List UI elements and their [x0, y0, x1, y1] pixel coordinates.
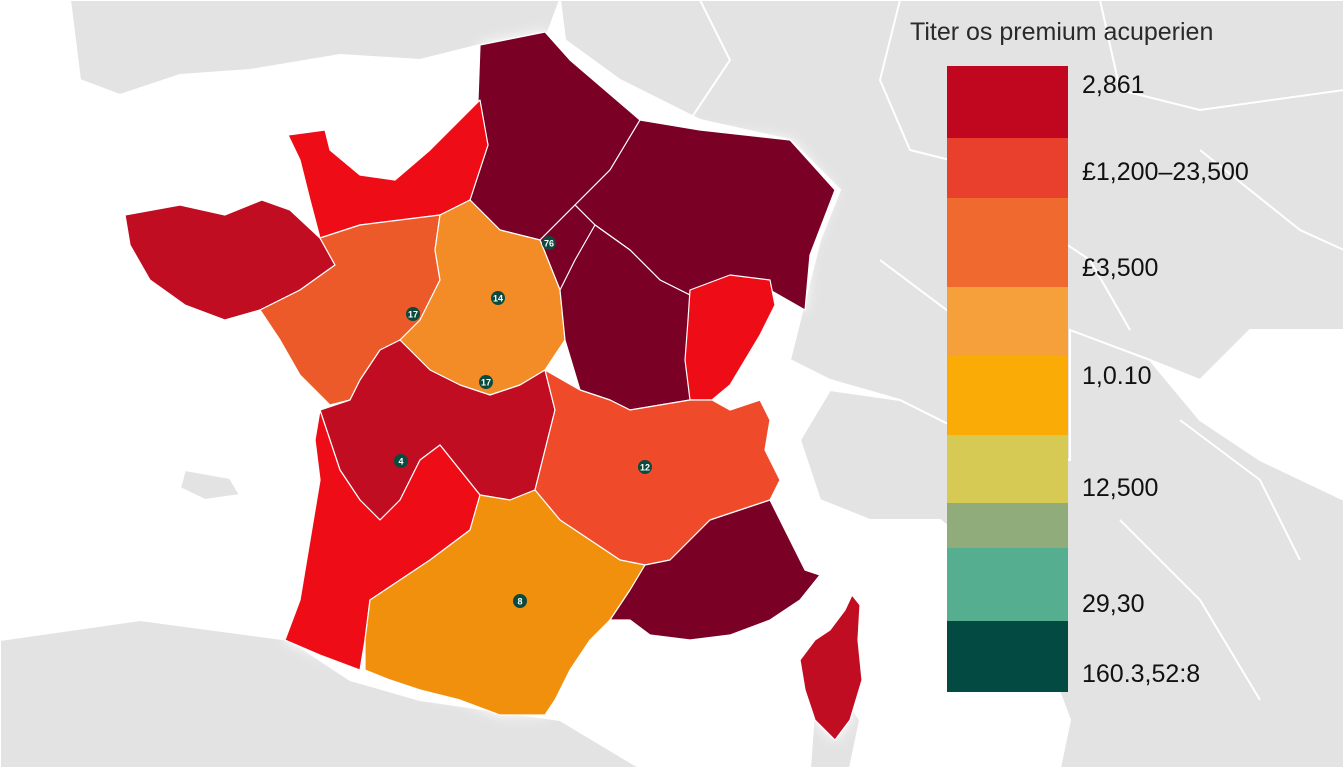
legend-swatch	[947, 287, 1068, 356]
marker-label: 76	[544, 239, 554, 249]
map-marker[interactable]: 12	[638, 460, 652, 474]
marker-label: 17	[408, 310, 418, 320]
legend-title: Titer os premium acuperien	[910, 18, 1214, 46]
legend-color-bar	[947, 66, 1068, 692]
legend-swatch	[947, 356, 1068, 435]
land-britain	[68, 0, 562, 97]
map-marker[interactable]: 8	[513, 594, 527, 608]
legend-label: 29,30	[1082, 590, 1145, 618]
legend-swatch	[947, 435, 1068, 503]
map-marker[interactable]: 4	[394, 454, 408, 468]
marker-label: 8	[517, 597, 522, 607]
legend-swatch	[947, 66, 1068, 138]
marker-label: 12	[640, 463, 650, 473]
marker-label: 4	[398, 457, 403, 467]
marker-label: 14	[493, 294, 503, 304]
markers: 76 14 17 17 4 12 8	[394, 236, 652, 608]
france-regions	[124, 31, 863, 741]
land-balearic	[178, 468, 242, 502]
region-corse[interactable]	[799, 594, 863, 741]
map-marker[interactable]: 14	[491, 291, 505, 305]
legend-label: 1,0.10	[1082, 362, 1152, 390]
legend-label: 12,500	[1082, 474, 1159, 502]
region-provence-alpes-cote-dazur[interactable]	[609, 499, 821, 641]
legend-label: 2,861	[1082, 71, 1145, 99]
legend-swatch	[947, 621, 1068, 692]
legend-swatch	[947, 503, 1068, 548]
marker-label: 17	[481, 378, 491, 388]
map-marker[interactable]: 76	[542, 236, 556, 250]
map-marker[interactable]: 17	[479, 375, 493, 389]
region-franche-comte-strip[interactable]	[684, 274, 776, 401]
region-normandie[interactable]	[287, 99, 489, 239]
legend-label: 160.3,52:8	[1082, 660, 1201, 688]
legend-swatch	[947, 548, 1068, 621]
legend-label: £3,500	[1082, 254, 1159, 282]
map-marker[interactable]: 17	[406, 307, 420, 321]
legend-label: £1,200–23,500	[1082, 158, 1249, 186]
legend-swatch	[947, 138, 1068, 198]
land-iberia	[0, 618, 642, 768]
legend-swatch	[947, 198, 1068, 287]
